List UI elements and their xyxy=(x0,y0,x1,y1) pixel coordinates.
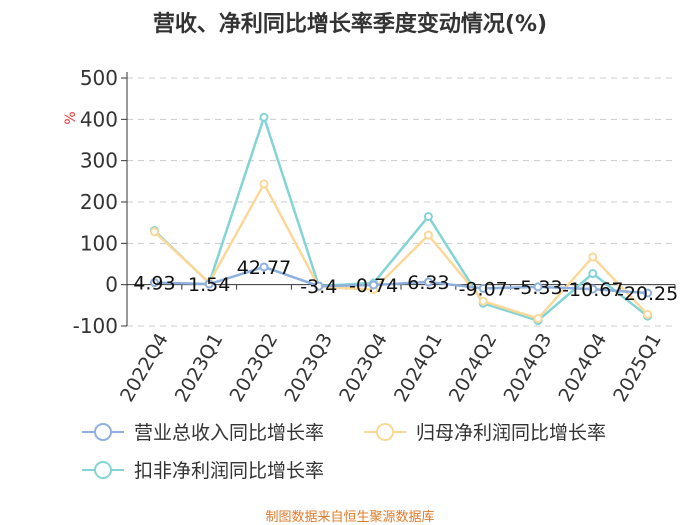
legend-label-deducted-profit: 扣非净利润同比增长率 xyxy=(134,460,325,482)
y-tick-label-1: 400 xyxy=(80,107,118,131)
source-note: 制图数据来自恒生聚源数据库 xyxy=(265,510,435,525)
point-s2-2024Q1 xyxy=(423,211,433,221)
y-tick-label-3: 200 xyxy=(80,190,118,214)
point-s0-2022Q4 xyxy=(149,278,159,288)
point-s0-2024Q1 xyxy=(423,277,433,287)
point-s0-2024Q2 xyxy=(478,283,488,293)
legend-item-net-profit[interactable]: 归母净利润同比增长率 xyxy=(362,418,606,445)
data-label-2022Q4: 4.93 xyxy=(133,273,175,295)
legend-item-deducted-profit[interactable]: 扣非净利润同比增长率 xyxy=(80,456,324,483)
point-s0-2023Q3 xyxy=(314,281,324,291)
point-s1-2022Q4 xyxy=(149,227,159,237)
data-label-2023Q4: -0.74 xyxy=(349,275,398,297)
point-s1-2024Q2 xyxy=(478,296,488,306)
y-axis-unit-label: % xyxy=(63,111,79,124)
series-line-2 xyxy=(153,116,649,322)
legend-marker-deducted-profit xyxy=(82,460,124,479)
y-tick-label-6: -100 xyxy=(73,314,118,338)
y-tick-label-0: 500 xyxy=(80,66,118,90)
y-tick-label-2: 300 xyxy=(80,149,118,173)
legend-label-revenue: 营业总收入同比增长率 xyxy=(134,422,325,444)
data-label-2024Q4: -10.67 xyxy=(562,279,623,301)
data-label-2024Q2: -9.07 xyxy=(459,278,508,300)
point-s0-2023Q2 xyxy=(259,262,269,272)
point-s0-2025Q1 xyxy=(643,288,653,298)
point-s0-2023Q1 xyxy=(204,279,214,289)
x-tick-label-2023Q3: 2023Q3 xyxy=(280,330,337,406)
data-label-2023Q3: -3.4 xyxy=(300,276,337,298)
y-tick-label-4: 100 xyxy=(80,231,118,255)
x-tick-label-2024Q3: 2024Q3 xyxy=(500,330,557,406)
point-s0-2024Q4 xyxy=(588,284,598,294)
legend-label-net-profit: 归母净利润同比增长率 xyxy=(416,422,607,444)
x-tick-label-2024Q1: 2024Q1 xyxy=(390,330,447,406)
point-s1-2024Q4 xyxy=(588,252,598,262)
data-label-2024Q3: -5.33 xyxy=(513,277,562,299)
point-s2-2024Q4 xyxy=(588,269,598,279)
data-label-2025Q1: -20.25 xyxy=(617,283,678,305)
data-labels: 4.93 1.54 42.77 -3.4 -0.74 6.33 -9.07 -5.33 -10.… xyxy=(133,257,678,305)
x-tick-label-2023Q4: 2023Q4 xyxy=(335,330,392,406)
x-tick-label-2024Q4: 2024Q4 xyxy=(554,330,611,406)
x-tick-label-2025Q1: 2025Q1 xyxy=(609,330,666,406)
legend-item-revenue[interactable]: 营业总收入同比增长率 xyxy=(80,418,324,445)
point-s1-2023Q2 xyxy=(259,179,269,189)
point-s2-2023Q2 xyxy=(259,112,269,122)
point-s1-2025Q1 xyxy=(643,309,653,319)
data-label-2023Q1: 1.54 xyxy=(188,274,230,296)
y-tick-label-5: 0 xyxy=(105,273,118,297)
series-line-0 xyxy=(154,265,648,295)
data-label-2023Q2: 42.77 xyxy=(237,257,291,279)
legend-marker-revenue xyxy=(82,422,124,441)
data-label-2024Q1: 6.33 xyxy=(407,272,449,294)
point-s0-2023Q4 xyxy=(369,280,379,290)
chart-title: 营收、净利同比增长率季度变动情况(%) xyxy=(152,12,548,37)
x-tick-label-2022Q4: 2022Q4 xyxy=(116,330,173,406)
grid-lines xyxy=(127,77,675,327)
point-s1-2024Q1 xyxy=(423,230,433,240)
legend-marker-net-profit xyxy=(364,422,406,441)
point-s0-2024Q3 xyxy=(533,282,543,292)
x-tick-label-2023Q1: 2023Q1 xyxy=(171,330,228,406)
point-s1-2024Q3 xyxy=(533,314,543,324)
x-tick-label-2023Q2: 2023Q2 xyxy=(226,330,283,406)
x-tick-label-2024Q2: 2024Q2 xyxy=(445,330,502,406)
series-lines xyxy=(149,112,653,326)
